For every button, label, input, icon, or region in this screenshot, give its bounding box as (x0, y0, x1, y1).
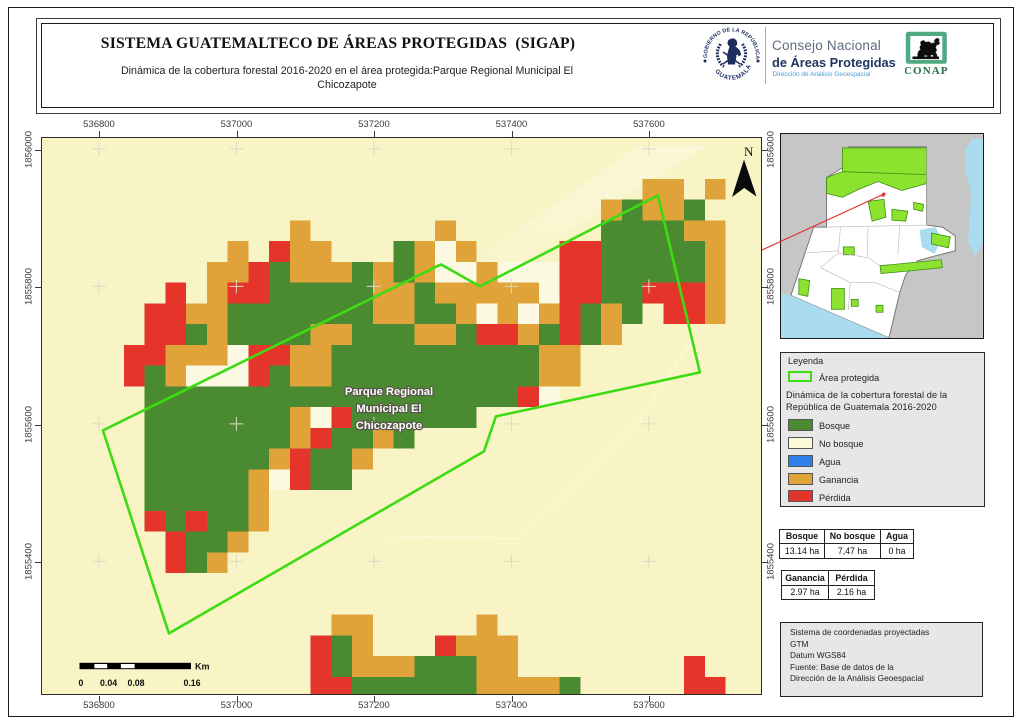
svg-text:0.16: 0.16 (183, 678, 200, 688)
svg-text:Municipal El: Municipal El (356, 403, 421, 415)
svg-text:Km: Km (195, 662, 210, 672)
svg-text:0: 0 (78, 678, 83, 688)
svg-text:CONAP: CONAP (905, 65, 949, 75)
svg-text:GUATEMALA: GUATEMALA (713, 63, 753, 82)
svg-text:Parque Regional: Parque Regional (344, 386, 432, 398)
svg-text:N: N (744, 144, 754, 159)
svg-text:Chicozapote: Chicozapote (355, 420, 422, 432)
svg-text:0.04: 0.04 (100, 678, 117, 688)
svg-text:0.08: 0.08 (127, 678, 144, 688)
